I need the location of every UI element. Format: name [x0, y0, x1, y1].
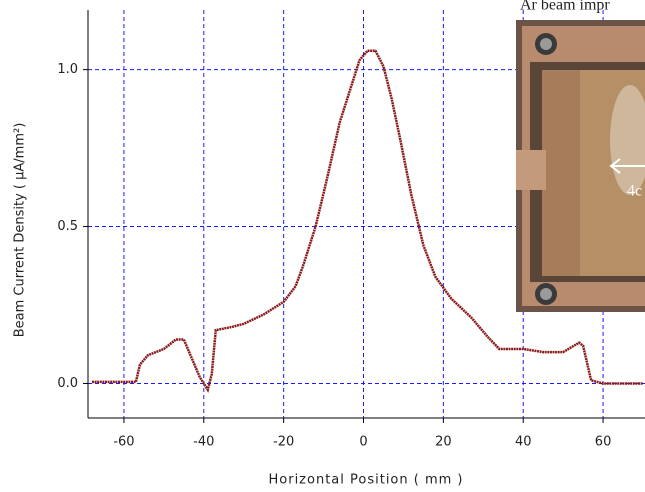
- annotation: 4c: [627, 183, 642, 200]
- x-tick-label: -60: [113, 435, 134, 450]
- y-axis-label: Beam Current Density ( µA/mm²): [13, 123, 28, 338]
- data-line: [91, 49, 644, 393]
- inset-photo: [516, 20, 645, 312]
- y-tick-label: 1.0: [57, 62, 78, 77]
- x-tick-label: 20: [435, 435, 452, 450]
- x-tick-label: 40: [515, 435, 532, 450]
- y-tick-label: 0.5: [57, 219, 78, 234]
- x-tick-label: -20: [273, 435, 294, 450]
- annotation: Ar beam impr: [520, 0, 610, 14]
- x-axis-label: Horizontal Position ( mm ): [269, 473, 464, 488]
- y-tick-label: 0.0: [57, 376, 78, 391]
- x-tick-label: -40: [193, 435, 214, 450]
- x-tick-label: 0: [359, 435, 367, 450]
- x-tick-label: 60: [595, 435, 612, 450]
